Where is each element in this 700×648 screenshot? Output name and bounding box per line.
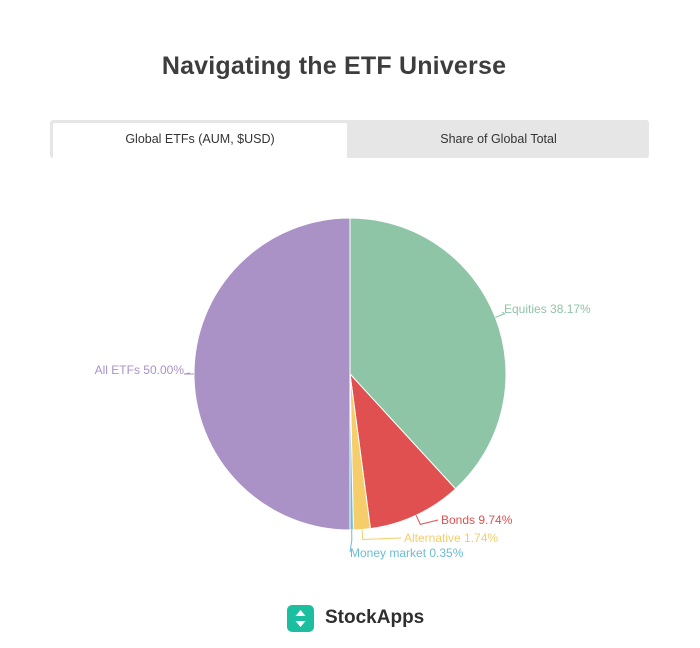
footer-brand: StockApps <box>287 604 424 632</box>
connector-equities <box>495 311 506 318</box>
brand-name: StockApps <box>325 607 425 628</box>
data-label-money-market: Money market 0.35% <box>350 546 464 560</box>
stockapps-logo-icon <box>287 604 314 632</box>
chart-title: Navigating the ETF Universe <box>161 52 507 80</box>
tab-global-etfs-aum[interactable]: Global ETFs (AUM, $USD) <box>53 123 347 158</box>
data-label-all-etfs: All ETFs 50.00% <box>95 363 185 377</box>
data-label-bonds: Bonds 9.74% <box>441 513 513 527</box>
pie-slice-all-etfs[interactable] <box>193 217 351 531</box>
connector-bonds <box>415 515 439 525</box>
connector-money-market <box>349 529 353 553</box>
connector-alternative <box>361 529 402 541</box>
data-label-equities: Equities 38.17% <box>504 302 591 316</box>
pie-chart: Equities 38.17% Bonds 9.74% Alternative 1.… <box>95 217 591 560</box>
connector-all-etfs <box>183 372 194 375</box>
data-label-alternative: Alternative 1.74% <box>404 531 498 545</box>
tab-share-of-global-total[interactable]: Share of Global Total <box>348 120 649 158</box>
tab-bar: Global ETFs (AUM, $USD) Share of Global … <box>50 120 649 158</box>
